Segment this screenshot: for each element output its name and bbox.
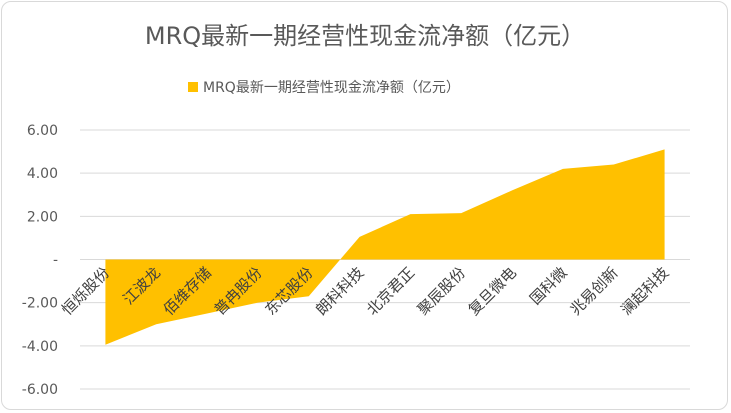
y-axis: -6.00-4.00-2.00-2.004.006.00 (22, 123, 58, 398)
legend-swatch (188, 82, 198, 92)
y-tick-label: 4.00 (27, 166, 58, 182)
x-tick-label: 国科微 (526, 264, 571, 309)
chart-title: MRQ最新一期经营性现金流净额（亿元） (145, 22, 585, 50)
x-tick-label: 恒烁股份 (58, 264, 113, 319)
y-tick-label: 6.00 (27, 123, 58, 139)
x-tick-label: 澜起科技 (617, 264, 672, 319)
x-tick-label: 复旦微电 (465, 264, 520, 319)
x-tick-label: 聚辰股份 (414, 264, 469, 319)
y-tick-label: -4.00 (22, 339, 58, 355)
x-tick-label: 兆易创新 (566, 264, 621, 319)
y-tick-label: -2.00 (22, 296, 58, 312)
y-tick-label: 2.00 (27, 209, 58, 225)
x-tick-label: 北京君正 (363, 264, 418, 319)
area-series (105, 149, 665, 345)
legend-label: MRQ最新一期经营性现金流净额（亿元） (203, 80, 460, 96)
legend: MRQ最新一期经营性现金流净额（亿元） (188, 80, 460, 96)
y-tick-label: - (53, 253, 58, 269)
y-tick-label: -6.00 (22, 382, 58, 398)
plot-area (105, 149, 665, 345)
